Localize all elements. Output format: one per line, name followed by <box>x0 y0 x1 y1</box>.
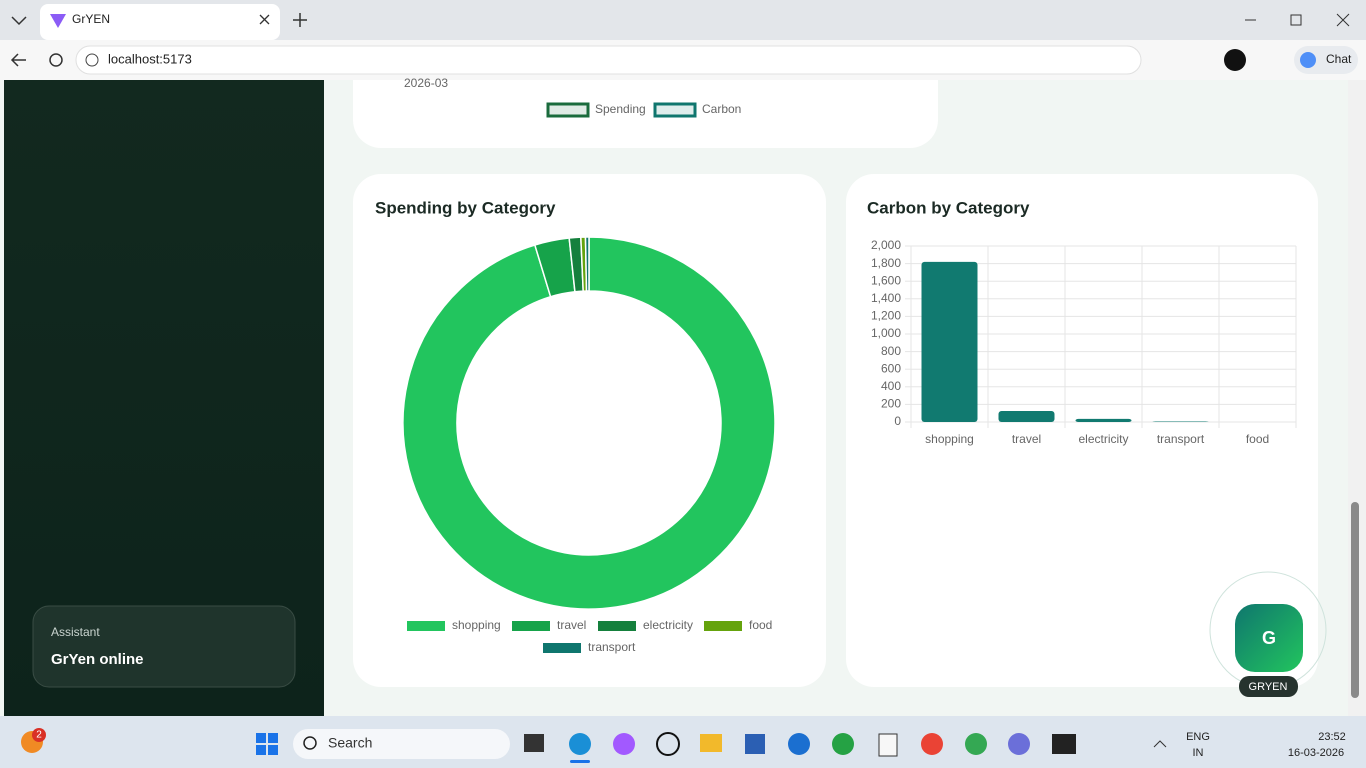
legend-label: Carbon <box>702 102 741 116</box>
tab-menu[interactable] <box>11 16 27 26</box>
chat-label: Chat <box>1326 52 1352 66</box>
assistant-badge-label: GRYEN <box>1249 681 1288 693</box>
badge-count: 2 <box>36 730 42 741</box>
new-tab[interactable] <box>293 13 307 27</box>
assistant-card[interactable] <box>32 605 296 688</box>
close-window[interactable] <box>1336 13 1350 27</box>
donut-segment <box>584 236 590 292</box>
chart-title: Carbon by Category <box>867 198 1030 217</box>
url: localhost:5173 <box>108 51 192 66</box>
search-icon <box>303 736 317 750</box>
assistant-icon: G <box>1262 628 1276 648</box>
back-button[interactable] <box>10 53 26 67</box>
legend-label: food <box>749 618 772 632</box>
bar <box>921 261 978 422</box>
legend-swatch <box>704 621 742 631</box>
scroll-thumb[interactable] <box>1351 502 1359 698</box>
pinned-apps <box>524 732 1076 763</box>
app-icon[interactable] <box>921 733 943 755</box>
trend-card <box>353 80 938 148</box>
x-tick-label: transport <box>1157 432 1205 446</box>
app-icon[interactable] <box>656 732 680 756</box>
copilot-icon <box>1300 52 1316 68</box>
clock-time[interactable]: 23:52 <box>1318 731 1346 743</box>
y-tick-label: 1,000 <box>871 326 901 340</box>
assistant-label: Assistant <box>51 625 100 639</box>
tab[interactable] <box>40 4 280 40</box>
site-info[interactable] <box>85 53 99 67</box>
active-indicator <box>570 760 590 763</box>
app-icon[interactable] <box>1052 734 1076 754</box>
badge <box>32 728 46 742</box>
legend-label: transport <box>588 640 636 654</box>
legend-swatch <box>598 621 636 631</box>
y-tick-label: 200 <box>881 397 901 411</box>
legend-swatch <box>543 643 581 653</box>
x-tick-label: electricity <box>1078 432 1128 446</box>
y-tick-label: 1,400 <box>871 291 901 305</box>
charts: 2026-03 Spending Carbon shopping travel elect… <box>402 76 1297 654</box>
legend-label: Spending <box>595 102 646 116</box>
app-icon[interactable] <box>700 734 722 752</box>
y-tick-label: 0 <box>894 414 901 428</box>
app-icon[interactable] <box>788 733 810 755</box>
y-tick-label: 800 <box>881 344 901 358</box>
region[interactable]: IN <box>1193 747 1204 759</box>
assistant-badge <box>1239 676 1298 697</box>
app-icon[interactable] <box>745 734 765 754</box>
x-tick-label: food <box>1246 432 1269 446</box>
bar <box>1075 418 1132 422</box>
taskbar <box>0 716 1366 768</box>
search-box[interactable] <box>293 729 510 759</box>
app-icon[interactable] <box>878 733 898 757</box>
address-bar[interactable] <box>75 45 1142 75</box>
legend-swatch <box>546 102 590 118</box>
tab-close[interactable] <box>259 14 270 25</box>
x-tick-label: shopping <box>925 432 974 446</box>
tab-title: GrYEN <box>72 12 110 26</box>
favicon <box>50 14 66 28</box>
chart-title: Spending by Category <box>375 198 556 217</box>
app-icon[interactable] <box>832 733 854 755</box>
app-icon[interactable] <box>569 733 591 755</box>
legend-label: electricity <box>643 618 693 632</box>
language[interactable]: ENG <box>1186 731 1210 743</box>
legend-swatch <box>653 102 697 118</box>
clock-date[interactable]: 16-03-2026 <box>1288 747 1344 759</box>
start-button[interactable] <box>256 733 278 755</box>
app-icon[interactable] <box>524 734 544 752</box>
restore[interactable] <box>1290 14 1302 26</box>
assistant-status: GrYen online <box>51 651 144 668</box>
y-tick-label: 400 <box>881 379 901 393</box>
profile[interactable] <box>1224 49 1246 71</box>
x-tick-label: travel <box>1012 432 1041 446</box>
reload-button[interactable] <box>49 53 63 67</box>
y-tick-label: 1,800 <box>871 256 901 270</box>
legend-label: travel <box>557 618 586 632</box>
app-icon[interactable] <box>1008 733 1030 755</box>
app-icon[interactable] <box>965 733 987 755</box>
legend-label: shopping <box>452 618 501 632</box>
legend-swatch <box>407 621 445 631</box>
app-icon[interactable] <box>613 733 635 755</box>
y-tick-label: 1,600 <box>871 273 901 287</box>
assistant-button[interactable] <box>1235 604 1303 672</box>
y-tick-label: 2,000 <box>871 238 901 252</box>
legend-swatch <box>512 621 550 631</box>
y-tick-label: 600 <box>881 361 901 375</box>
donut-segment <box>402 236 776 610</box>
search-label: Search <box>328 735 372 751</box>
x-tick-label: 2026-03 <box>404 76 448 90</box>
tray-expand[interactable] <box>1153 740 1167 748</box>
bar <box>998 411 1055 422</box>
y-tick-label: 1,200 <box>871 309 901 323</box>
